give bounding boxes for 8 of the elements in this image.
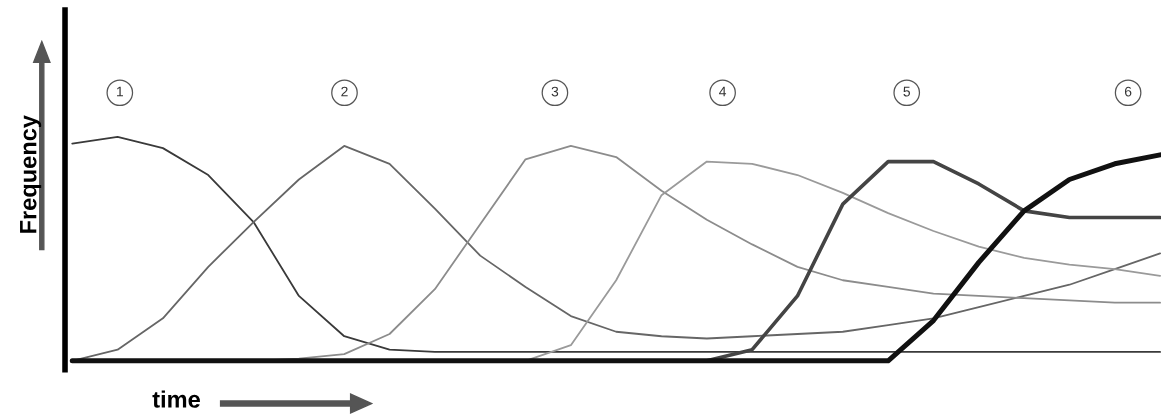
- y-axis-title: Frequency: [20, 115, 42, 233]
- text: 3: [551, 86, 559, 97]
- text: 4: [719, 86, 727, 97]
- text: 6: [1124, 86, 1132, 97]
- text: 1: [117, 86, 123, 97]
- text: 5: [903, 86, 911, 97]
- text: 2: [341, 86, 348, 97]
- x-axis-title: time: [152, 390, 200, 408]
